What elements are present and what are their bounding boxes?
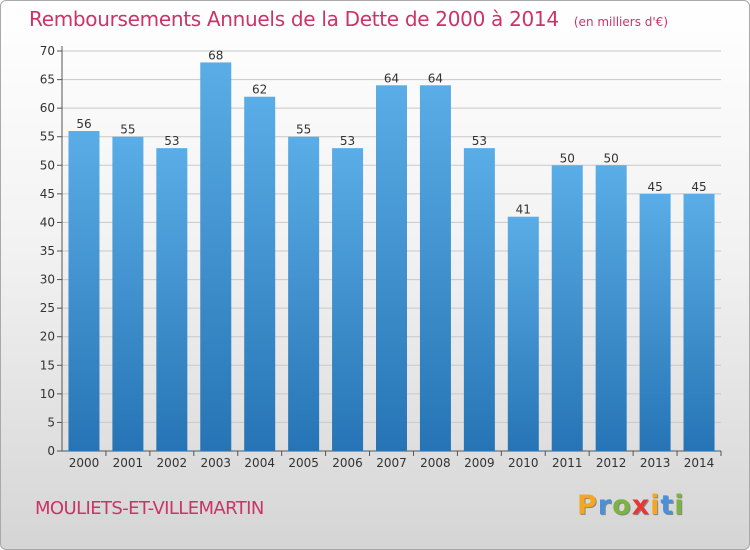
y-tick-label: 25 <box>40 301 55 315</box>
logo-letter: o <box>612 490 632 521</box>
logo-letter: r <box>597 490 613 521</box>
y-tick-label: 60 <box>40 101 55 115</box>
bar <box>551 165 583 452</box>
y-tick-label: 30 <box>40 273 55 287</box>
logo-letter: i <box>650 490 661 521</box>
bar <box>112 136 144 451</box>
bar <box>419 85 451 452</box>
bar <box>288 136 320 451</box>
data-label: 53 <box>164 134 179 148</box>
bar <box>595 165 627 452</box>
bar <box>639 193 671 451</box>
y-tick-label: 65 <box>40 73 55 87</box>
x-tick-label: 2008 <box>420 456 451 470</box>
y-tick-label: 70 <box>40 44 55 58</box>
x-tick-label: 2011 <box>552 456 583 470</box>
data-label: 64 <box>428 71 443 85</box>
data-label: 68 <box>208 48 223 62</box>
y-tick-label: 5 <box>47 415 55 429</box>
data-label: 50 <box>604 151 619 165</box>
bar <box>507 216 539 451</box>
x-tick-label: 2006 <box>332 456 363 470</box>
data-label: 45 <box>691 180 706 194</box>
bar <box>200 62 232 452</box>
x-tick-label: 2005 <box>288 456 319 470</box>
bar <box>463 148 495 451</box>
bar <box>332 148 364 451</box>
logo-letter: i <box>674 490 685 521</box>
y-tick-label: 50 <box>40 158 55 172</box>
y-tick-label: 35 <box>40 244 55 258</box>
y-tick-label: 15 <box>40 358 55 372</box>
x-tick-label: 2003 <box>200 456 231 470</box>
proxiti-logo: Proxiti <box>577 490 685 521</box>
y-tick-label: 0 <box>47 444 55 458</box>
x-tick-label: 2002 <box>157 456 188 470</box>
chart-title-text: Remboursements Annuels de la Dette de 20… <box>29 7 559 31</box>
data-label: 53 <box>472 134 487 148</box>
data-label: 45 <box>647 180 662 194</box>
x-tick-label: 2004 <box>244 456 275 470</box>
logo-letter: P <box>577 490 598 521</box>
data-label: 55 <box>296 123 311 137</box>
commune-name: MOULIETS-ET-VILLEMARTIN <box>35 498 264 519</box>
chart-unit-label: (en milliers d'€) <box>573 15 668 29</box>
data-label: 53 <box>340 134 355 148</box>
y-tick-label: 55 <box>40 130 55 144</box>
y-tick-label: 10 <box>40 387 55 401</box>
x-tick-label: 2001 <box>113 456 144 470</box>
logo-letter: t <box>660 490 675 521</box>
data-label: 62 <box>252 83 267 97</box>
x-tick-label: 2013 <box>640 456 671 470</box>
y-tick-label: 45 <box>40 187 55 201</box>
y-tick-label: 20 <box>40 330 55 344</box>
data-label: 41 <box>516 203 531 217</box>
chart-title: Remboursements Annuels de la Dette de 20… <box>29 7 668 31</box>
bar <box>68 131 100 451</box>
data-label: 50 <box>560 151 575 165</box>
data-label: 64 <box>384 71 399 85</box>
bar <box>244 96 276 451</box>
bar <box>156 148 188 451</box>
x-tick-label: 2014 <box>684 456 715 470</box>
x-tick-label: 2000 <box>69 456 100 470</box>
x-tick-label: 2010 <box>508 456 539 470</box>
y-tick-label: 40 <box>40 215 55 229</box>
bar <box>376 85 407 452</box>
x-tick-label: 2012 <box>596 456 627 470</box>
logo-letter: x <box>631 490 651 521</box>
data-label: 55 <box>120 123 135 137</box>
x-tick-label: 2009 <box>464 456 495 470</box>
data-label: 56 <box>76 117 91 131</box>
bar <box>683 193 715 451</box>
x-tick-label: 2007 <box>376 456 407 470</box>
